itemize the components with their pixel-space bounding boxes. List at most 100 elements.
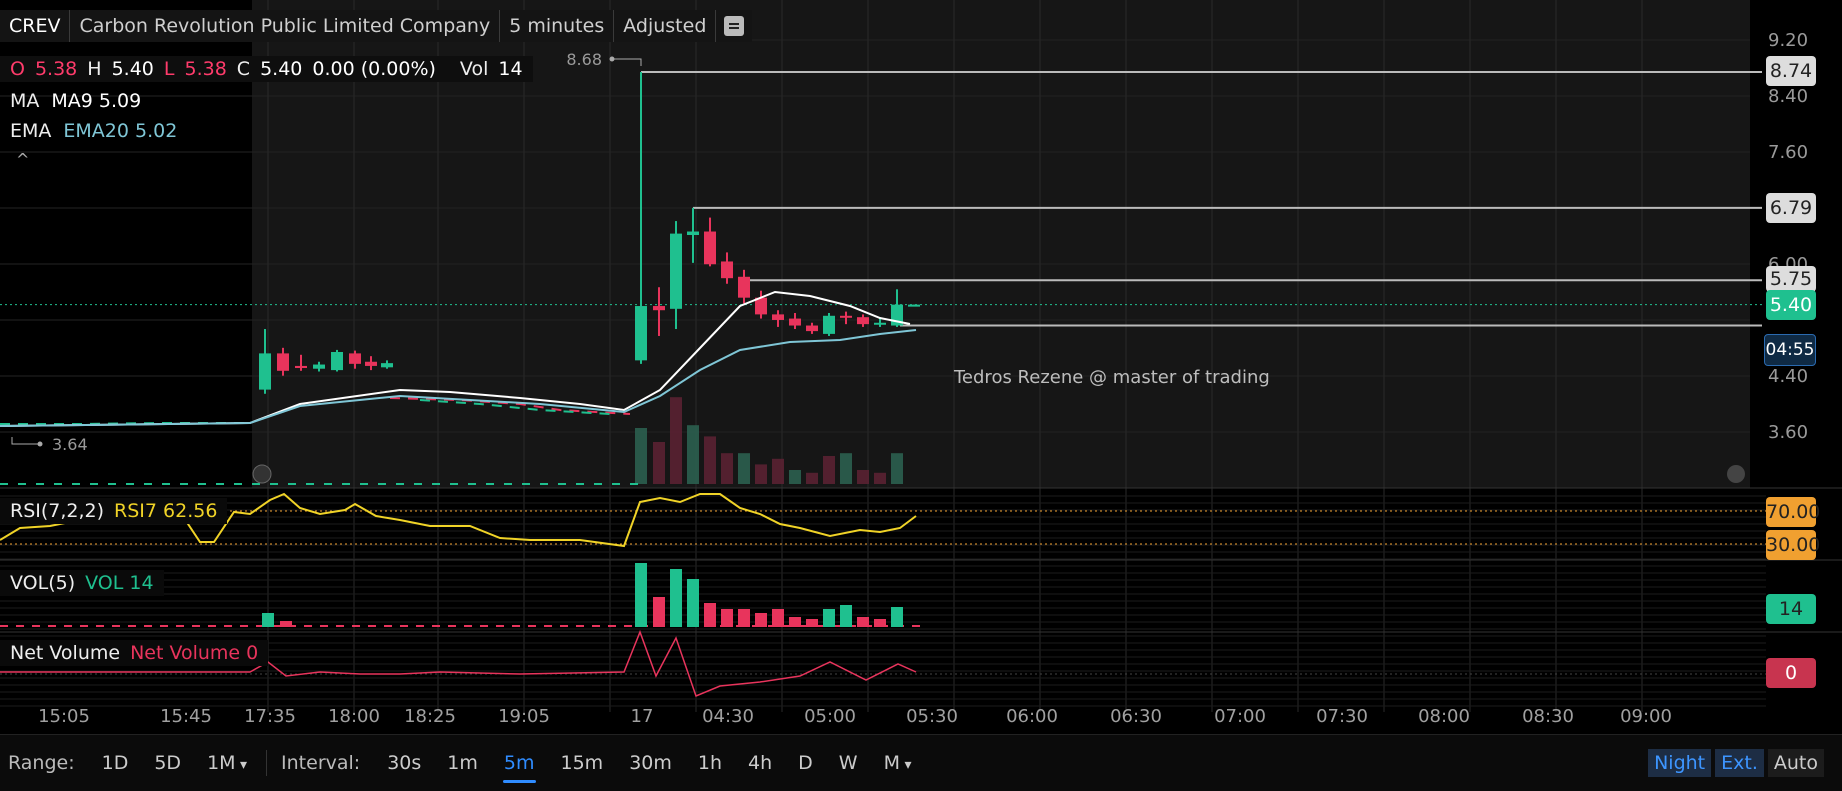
volume-bar (823, 456, 835, 484)
mode-toggles: Night Ext. Auto (1648, 749, 1824, 777)
vol-pane-bar (721, 609, 733, 627)
volume-bar (653, 442, 665, 484)
price-line-label-5-75[interactable]: 5.75 (1766, 266, 1816, 292)
range-1d[interactable]: 1D (101, 752, 129, 774)
chart-footer: Range: 1D 5D 1M Interval: 30s 1m 5m 15m … (0, 734, 1842, 791)
y-tick-label: 8.40 (1768, 86, 1808, 107)
candle-body (313, 364, 325, 369)
interval-m[interactable]: M (871, 752, 925, 774)
y-tick-label: 3.60 (1768, 422, 1808, 443)
toggle-night[interactable]: Night (1648, 749, 1712, 777)
rsi-legend[interactable]: RSI(7,2,2) RSI7 62.56 (0, 498, 228, 524)
candle-body (295, 365, 307, 369)
vol-pane-bar (772, 609, 784, 627)
timeframe-label[interactable]: 5 minutes (500, 10, 615, 42)
candle-body (704, 231, 716, 265)
ema-name: EMA (10, 120, 52, 142)
collapse-chevron-icon[interactable]: ^ (16, 150, 30, 169)
volume-bar (635, 428, 647, 484)
high-value: 5.40 (111, 58, 154, 80)
vol-label: Vol (459, 58, 489, 80)
volume-bar (738, 453, 750, 484)
vol-pane-bar (840, 605, 852, 627)
interval-4h[interactable]: 4h (748, 752, 773, 774)
ema-legend[interactable]: EMA EMA20 5.02 (10, 120, 177, 142)
settings-dot-icon (1727, 465, 1745, 483)
x-tick-label: 17 (631, 706, 654, 727)
toggle-ext[interactable]: Ext. (1715, 749, 1764, 777)
high-marker-label: 8.68 (566, 50, 602, 69)
y-tick-label: 4.40 (1768, 366, 1808, 387)
candle-body (755, 297, 767, 315)
netvol-legend[interactable]: Net Volume Net Volume 0 (0, 640, 269, 666)
vol-pane-bar (823, 609, 835, 627)
rsi-lower-badge: 30.00 (1766, 530, 1820, 560)
ema20-line (0, 329, 917, 427)
ma-value: MA9 5.09 (51, 90, 142, 112)
vol-pane-bar (891, 607, 903, 627)
candle-body (670, 233, 682, 309)
candle-body (721, 261, 733, 279)
volume-bar (891, 453, 903, 484)
x-tick-label: 05:00 (804, 706, 856, 727)
menu-icon[interactable] (724, 16, 745, 36)
range-5d[interactable]: 5D (154, 752, 182, 774)
interval-5m[interactable]: 5m (491, 752, 548, 783)
x-tick-label: 06:00 (1006, 706, 1058, 727)
candle-body (789, 318, 801, 326)
vol-pane-value: VOL 14 (85, 572, 154, 594)
rsi-name: RSI(7,2,2) (10, 500, 105, 522)
volume-bar (721, 453, 733, 484)
low-marker-label: 3.64 (52, 435, 88, 454)
interval-1h[interactable]: 1h (697, 752, 723, 774)
adjustment-label[interactable]: Adjusted (614, 10, 717, 42)
ma9-line (0, 290, 911, 427)
x-tick-label: 18:25 (404, 706, 456, 727)
interval-30s[interactable]: 30s (387, 752, 422, 774)
volume-bar (806, 472, 818, 484)
candle-body (259, 353, 271, 390)
ma-legend[interactable]: MA MA9 5.09 (10, 90, 141, 112)
toggle-auto[interactable]: Auto (1767, 749, 1824, 777)
vol-pane-legend[interactable]: VOL(5) VOL 14 (0, 570, 164, 596)
last-price-badge: 5.40 (1766, 290, 1816, 320)
x-tick-label: 07:00 (1214, 706, 1266, 727)
chart-canvas[interactable]: 8.68 3.64 Tedros Rezene @ master of tradin… (0, 0, 1842, 734)
high-marker-dot (609, 56, 615, 62)
vol-pane-bar (670, 569, 682, 627)
price-line-label-6-79[interactable]: 6.79 (1766, 193, 1816, 223)
x-tick-label: 05:30 (906, 706, 958, 727)
x-tick-label: 17:35 (244, 706, 296, 727)
rsi-value: RSI7 62.56 (114, 500, 218, 522)
volume-bar (857, 470, 869, 484)
volume-bar (874, 472, 886, 484)
countdown-badge: 04:55 (1764, 334, 1816, 366)
interval-d[interactable]: D (798, 752, 813, 774)
x-tick-label: 04:30 (702, 706, 754, 727)
netvol-badge: 0 (1766, 658, 1816, 688)
interval-15m[interactable]: 15m (560, 752, 604, 774)
y-tick-label: 9.20 (1768, 30, 1808, 51)
candle-body (806, 325, 818, 332)
close-label: C (236, 58, 251, 80)
watermark-text: Tedros Rezene @ master of trading (953, 367, 1270, 388)
symbol-label[interactable]: CREV (0, 10, 71, 42)
vol-pane-bar (806, 619, 818, 627)
range-1m[interactable]: 1M (194, 752, 260, 774)
volume-bar (789, 470, 801, 484)
candle-body (687, 231, 699, 235)
vol-value: 14 (498, 58, 523, 80)
candle-body (381, 363, 393, 368)
interval-1m[interactable]: 1m (447, 752, 478, 774)
x-tick-label: 08:00 (1418, 706, 1470, 727)
y-tick-label: 7.60 (1768, 142, 1808, 163)
volume-bar (840, 453, 852, 484)
interval-w[interactable]: W (838, 752, 858, 774)
price-line-label-8-74[interactable]: 8.74 (1766, 56, 1816, 86)
candle-body (772, 314, 784, 320)
change-value: 0.00 (0.00%) (312, 58, 436, 80)
interval-30m[interactable]: 30m (629, 752, 672, 774)
volume-bar (687, 425, 699, 484)
vol-pane-bar (280, 621, 292, 627)
